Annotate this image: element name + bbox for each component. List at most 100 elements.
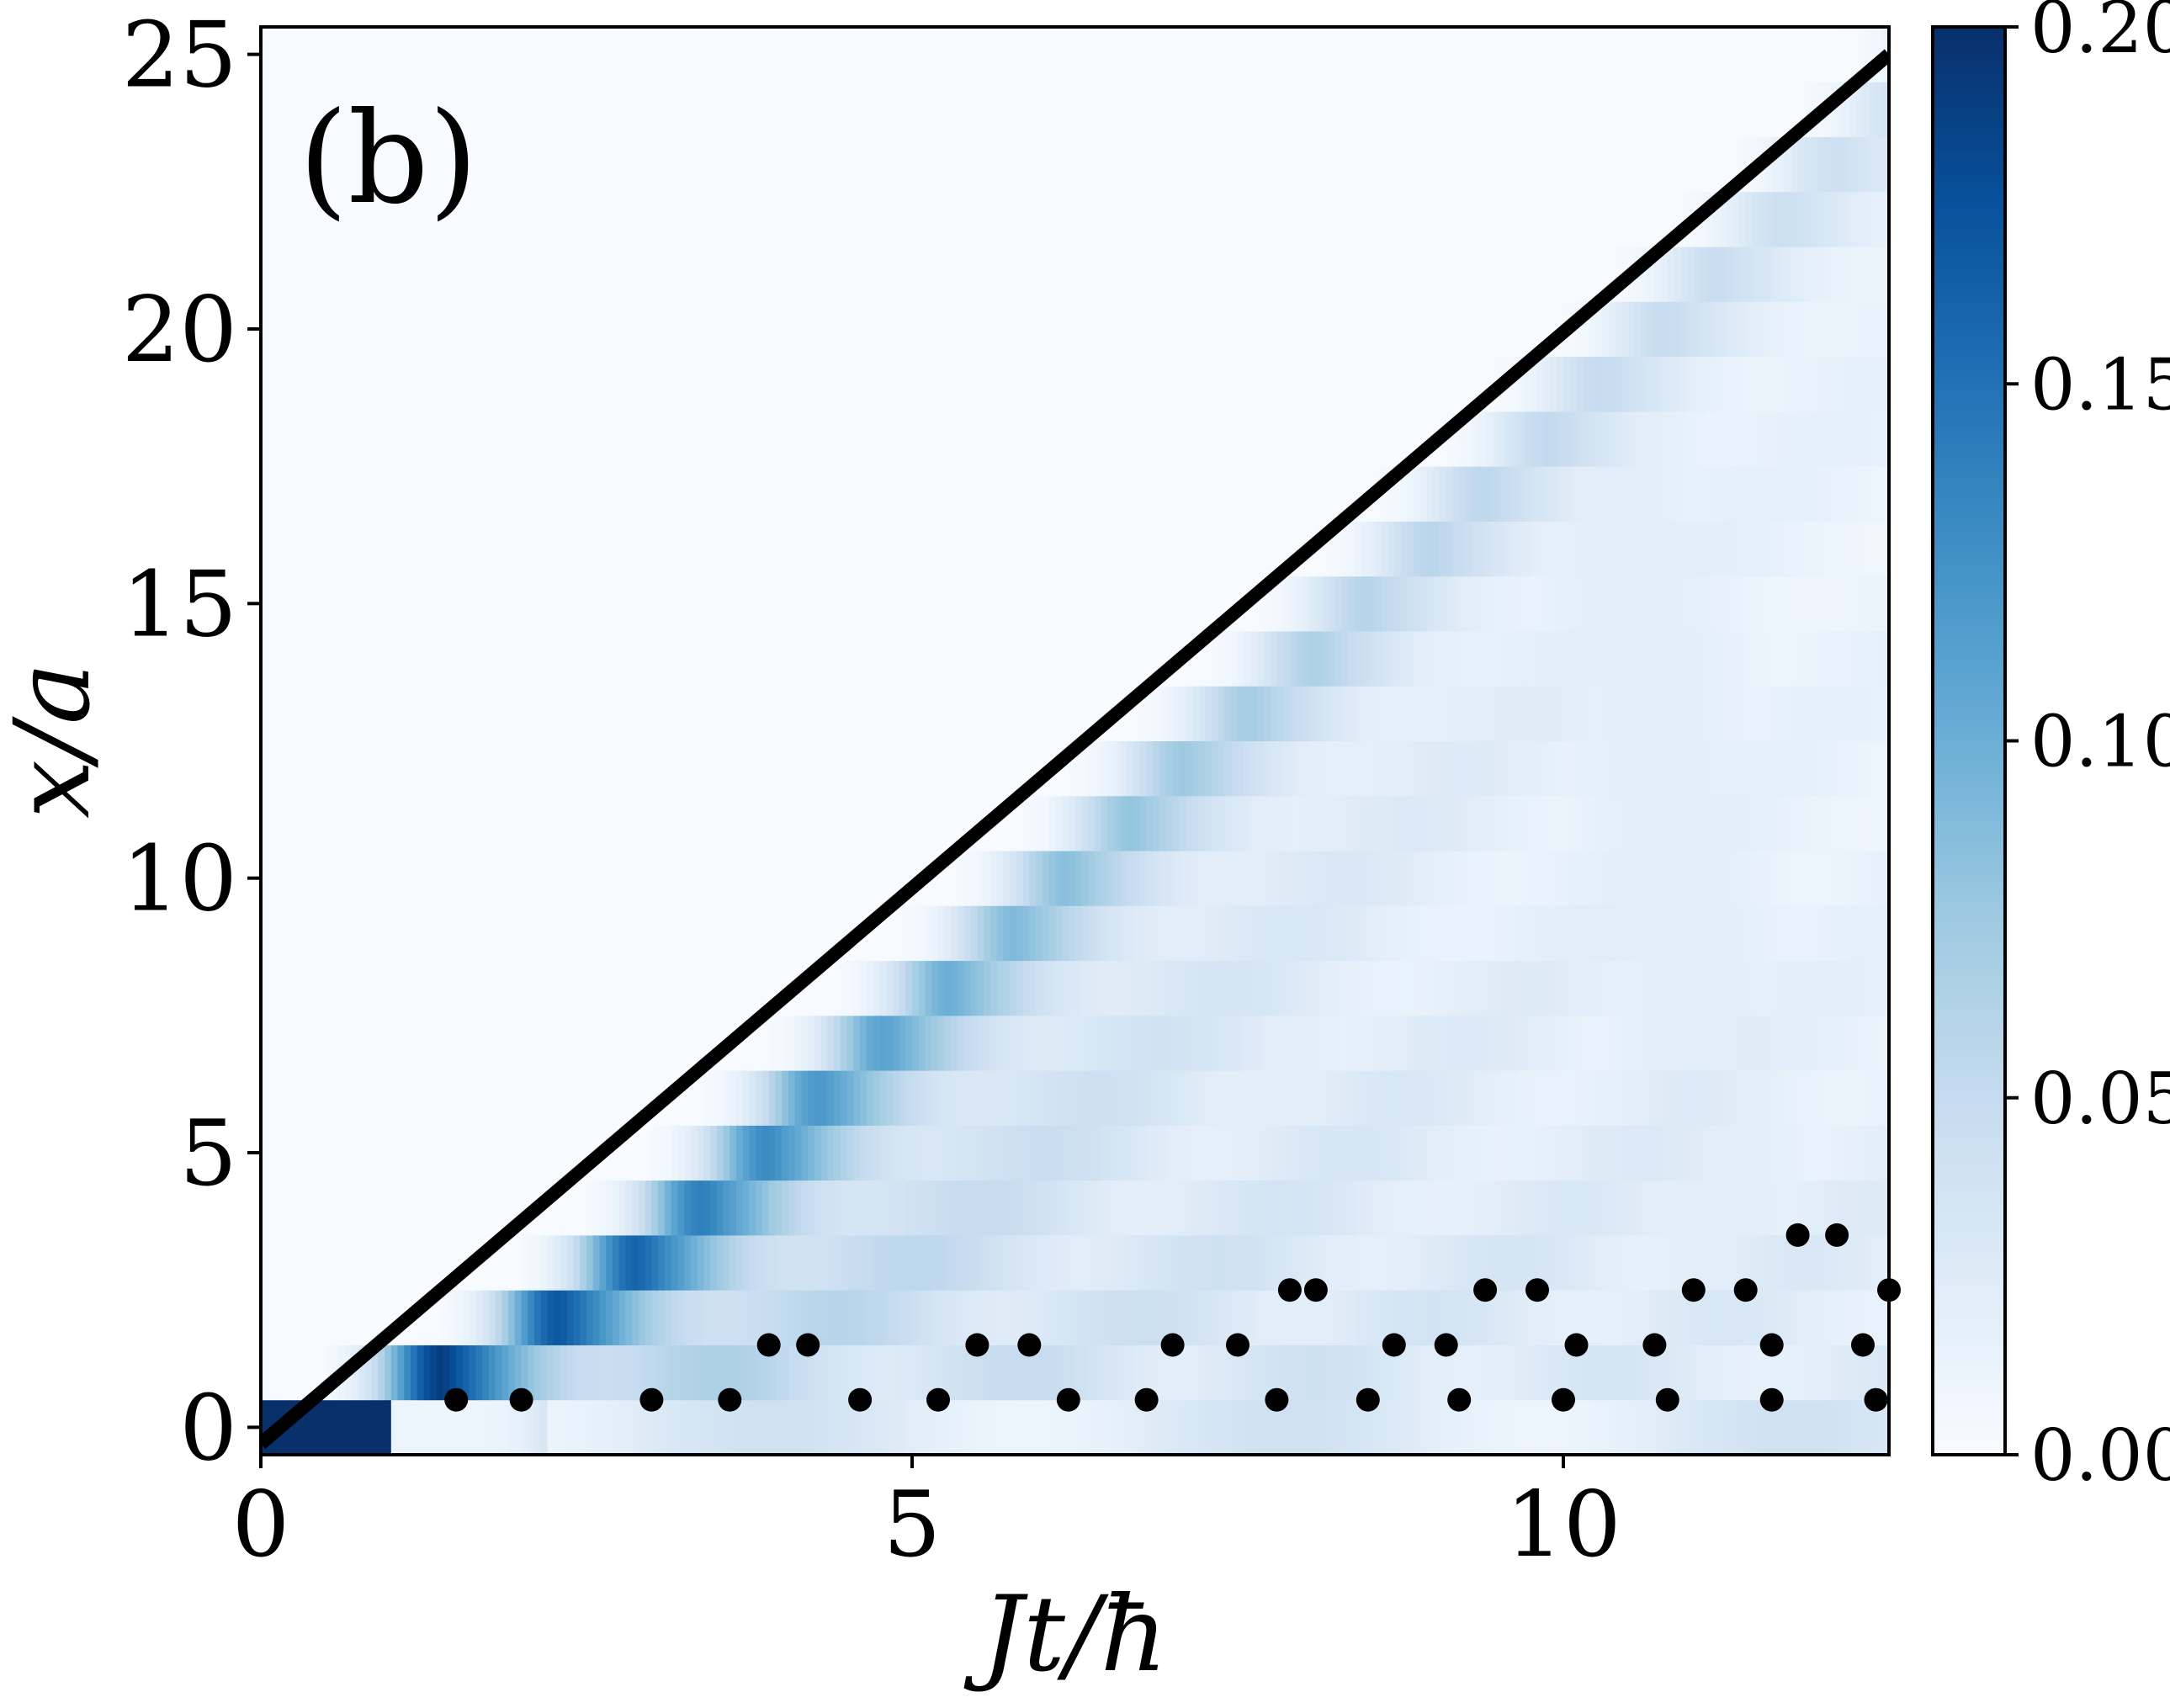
- heatmap-cell: [358, 795, 366, 851]
- heatmap-cell: [1022, 1125, 1030, 1181]
- heatmap-cell: [1863, 1015, 1870, 1071]
- heatmap-cell: [1680, 1234, 1688, 1291]
- heatmap-cell: [625, 851, 633, 906]
- heatmap-cell: [1113, 356, 1122, 412]
- heatmap-cell: [1263, 521, 1271, 577]
- heatmap-cell: [1329, 960, 1336, 1016]
- heatmap-cell: [1583, 1399, 1590, 1455]
- heatmap-cell: [1309, 1290, 1317, 1345]
- heatmap-cell: [1348, 686, 1356, 741]
- heatmap-cell: [1498, 686, 1505, 741]
- heatmap-cell: [1212, 686, 1219, 741]
- heatmap-cell: [521, 1290, 528, 1345]
- heatmap-cell: [1029, 521, 1037, 577]
- heatmap-cell: [1654, 576, 1662, 632]
- heatmap-cell: [1771, 851, 1780, 906]
- heatmap-cell: [1472, 630, 1479, 687]
- heatmap-cell: [378, 521, 385, 577]
- heatmap-cell: [1778, 686, 1785, 741]
- heatmap-cell: [1361, 1399, 1369, 1455]
- heatmap-cell: [951, 630, 958, 687]
- heatmap-cell: [1811, 795, 1818, 851]
- heatmap-cell: [462, 905, 470, 962]
- heatmap-cell: [338, 1125, 347, 1181]
- heatmap-cell: [606, 1180, 613, 1236]
- heatmap-cell: [866, 356, 874, 412]
- heatmap-cell: [261, 411, 268, 467]
- heatmap-cell: [436, 1015, 444, 1071]
- heatmap-cell: [1830, 356, 1838, 412]
- heatmap-cell: [1224, 356, 1232, 412]
- heatmap-cell: [592, 1234, 601, 1291]
- heatmap-cell: [326, 356, 333, 412]
- heatmap-cell: [280, 851, 288, 906]
- heatmap-cell: [1407, 686, 1414, 741]
- heatmap-cell: [475, 356, 483, 412]
- heatmap-cell: [352, 466, 359, 522]
- heatmap-cell: [1745, 686, 1754, 741]
- heatmap-cell: [899, 1290, 906, 1345]
- heatmap-cell: [1693, 1070, 1701, 1126]
- heatmap-cell: [1517, 795, 1525, 851]
- heatmap-cell: [697, 740, 704, 797]
- heatmap-cell: [514, 1345, 523, 1401]
- heatmap-cell: [566, 905, 575, 962]
- heatmap-cell: [1094, 1070, 1102, 1126]
- heatmap-cell: [1094, 356, 1102, 412]
- heatmap-cell: [723, 905, 730, 962]
- heatmap-cell: [449, 1399, 457, 1455]
- heatmap-cell: [364, 1234, 373, 1291]
- heatmap-cell: [482, 1234, 490, 1291]
- heatmap-cell: [397, 411, 405, 467]
- heatmap-cell: [703, 576, 711, 632]
- heatmap-cell: [397, 1234, 405, 1291]
- heatmap-cell: [1687, 1234, 1695, 1291]
- heatmap-cell: [560, 1234, 568, 1291]
- heatmap-cell: [1498, 1180, 1505, 1236]
- heatmap-cell: [300, 740, 307, 797]
- heatmap-cell: [840, 1015, 848, 1071]
- heatmap-cell: [1647, 905, 1655, 962]
- heatmap-cell: [996, 1180, 1004, 1236]
- heatmap-cell: [1680, 1070, 1688, 1126]
- heatmap-cell: [267, 411, 275, 467]
- heatmap-cell: [1335, 1290, 1343, 1345]
- heatmap-cell: [1843, 795, 1851, 851]
- heatmap-cell: [1576, 630, 1584, 687]
- heatmap-cell: [1393, 1015, 1402, 1071]
- heatmap-cell: [879, 411, 887, 467]
- heatmap-cell: [1856, 466, 1864, 522]
- heatmap-cell: [1003, 576, 1011, 632]
- heatmap-cell: [488, 1180, 496, 1236]
- heatmap-cell: [1713, 740, 1721, 797]
- heatmap-cell: [892, 1234, 900, 1291]
- heatmap-cell: [540, 1399, 549, 1455]
- heatmap-cell: [1595, 960, 1604, 1016]
- heatmap-cell: [684, 521, 692, 577]
- heatmap-cell: [1732, 1234, 1740, 1291]
- heatmap-cell: [1074, 851, 1082, 906]
- heatmap-cell: [710, 1345, 718, 1401]
- heatmap-cell: [1283, 1399, 1291, 1455]
- heatmap-cell: [892, 630, 900, 687]
- heatmap-cell: [404, 1125, 411, 1181]
- heatmap-cell: [1419, 905, 1428, 962]
- heatmap-cell: [1289, 1070, 1297, 1126]
- heatmap-cell: [606, 740, 613, 797]
- heatmap-cell: [1348, 1290, 1356, 1345]
- heatmap-cell: [984, 1180, 991, 1236]
- heatmap-cell: [1524, 521, 1531, 577]
- heatmap-cell: [1101, 960, 1108, 1016]
- heatmap-cell: [1413, 1125, 1421, 1181]
- heatmap-cell: [840, 630, 848, 687]
- heatmap-cell: [1276, 960, 1284, 1016]
- heatmap-cell: [710, 1399, 718, 1455]
- heatmap-cell: [1433, 576, 1440, 632]
- heatmap-cell: [1491, 960, 1499, 1016]
- heatmap-cell: [1817, 1015, 1825, 1071]
- heatmap-cell: [1276, 521, 1284, 577]
- heatmap-cell: [1074, 411, 1082, 467]
- heatmap-cell: [996, 466, 1004, 522]
- heatmap-cell: [1062, 795, 1069, 851]
- heatmap-cell: [794, 1180, 803, 1236]
